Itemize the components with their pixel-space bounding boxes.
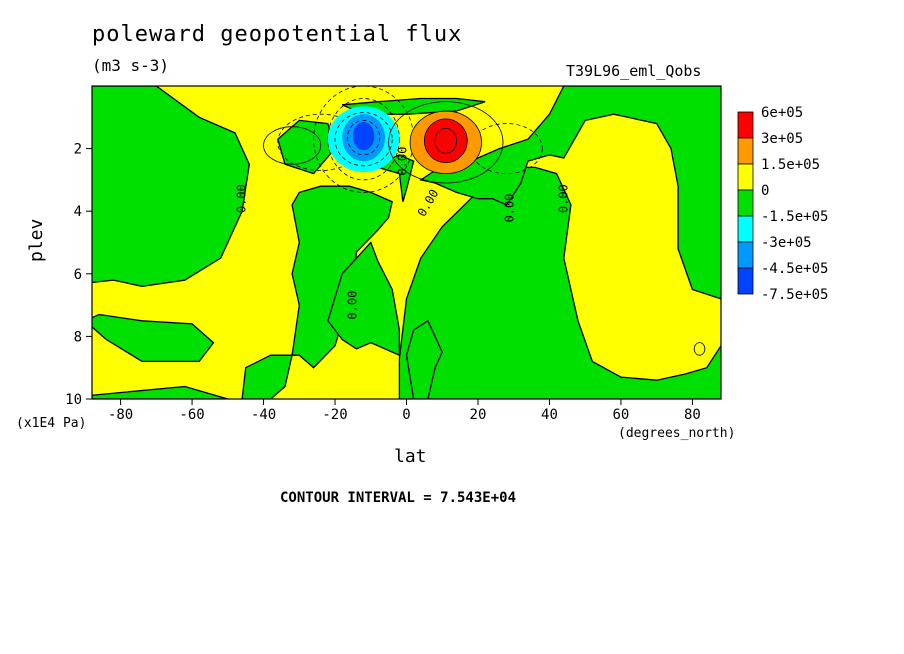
negative-core-contour-2 bbox=[347, 120, 381, 156]
legend-label-5: -1.5e+05 bbox=[761, 209, 828, 225]
x-tick-label: 20 bbox=[470, 407, 487, 423]
zero-contour-label-1: 0.00 bbox=[235, 184, 249, 213]
x-tick-label: 80 bbox=[684, 407, 701, 423]
y-tick-label: 2 bbox=[74, 142, 82, 158]
legend-swatch-3 bbox=[737, 163, 754, 191]
negative-region-4 bbox=[241, 185, 393, 399]
x-axis-label: lat bbox=[394, 446, 427, 467]
x-tick-label: 60 bbox=[613, 407, 630, 423]
positive-core-contour bbox=[434, 127, 457, 154]
legend-label-1: 6e+05 bbox=[761, 105, 803, 121]
legend-swatch-4 bbox=[737, 189, 754, 217]
negative-core-contour-1 bbox=[334, 112, 393, 167]
legend-label-7: -4.5e+05 bbox=[761, 261, 828, 277]
chart-units: (m3 s-3) bbox=[92, 56, 170, 75]
chart-title: poleward geopotential flux bbox=[92, 22, 463, 47]
legend-label-4: 0 bbox=[761, 183, 769, 199]
legend-label-8: -7.5e+05 bbox=[761, 287, 828, 303]
negative-core-blue bbox=[352, 121, 375, 151]
y-tick-label: 6 bbox=[74, 267, 82, 283]
x-axis-unit: (degrees_north) bbox=[618, 426, 736, 441]
negative-region-7 bbox=[405, 319, 443, 399]
zero-contour-label-5: 0.00 bbox=[503, 194, 517, 223]
legend-swatch-6 bbox=[737, 241, 754, 269]
y-tick-label: 8 bbox=[74, 329, 82, 345]
y-axis-label: plev bbox=[26, 218, 47, 262]
negative-region-3 bbox=[92, 385, 228, 399]
x-tick-label: 0 bbox=[402, 407, 410, 423]
y-tick-label: 4 bbox=[74, 204, 82, 220]
positive-core-red bbox=[423, 118, 468, 164]
x-tick-label: -80 bbox=[108, 407, 133, 423]
y-axis-unit: (x1E4 Pa) bbox=[16, 416, 87, 431]
legend-swatch-7 bbox=[737, 267, 754, 295]
contour-interval: CONTOUR INTERVAL = 7.543E+04 bbox=[280, 490, 517, 506]
legend-label-3: 1.5e+05 bbox=[761, 157, 820, 173]
legend-swatch-1 bbox=[737, 111, 754, 139]
zero-contour-label-6: 0.00 bbox=[556, 184, 570, 213]
legend-label-2: 3e+05 bbox=[761, 131, 803, 147]
run-name: T39L96_eml_Qobs bbox=[566, 62, 702, 80]
negative-contour-5 bbox=[470, 123, 543, 175]
positive-contour-small-2 bbox=[693, 342, 706, 356]
plot-field: 0.000.000.000.00 0.00 0.00 bbox=[92, 86, 721, 399]
zero-contour-label-2: 0.00 bbox=[345, 291, 359, 320]
negative-region-9 bbox=[419, 86, 721, 300]
x-tick-label: -20 bbox=[322, 407, 347, 423]
legend-label-6: -3e+05 bbox=[761, 235, 812, 251]
y-tick-label: 10 bbox=[65, 392, 82, 408]
positive-contour-outer bbox=[388, 101, 504, 184]
negative-region-6 bbox=[398, 166, 721, 399]
x-tick-label: 40 bbox=[541, 407, 558, 423]
negative-region-1 bbox=[92, 86, 250, 287]
legend-swatch-5 bbox=[737, 215, 754, 243]
x-tick-label: -60 bbox=[179, 407, 204, 423]
positive-contour-small-1 bbox=[263, 126, 322, 165]
negative-region-5 bbox=[327, 241, 401, 357]
zero-contour-label-3: 0.00 bbox=[396, 147, 410, 176]
negative-region-2 bbox=[92, 313, 215, 363]
x-tick-label: -40 bbox=[251, 407, 276, 423]
legend-swatch-2 bbox=[737, 137, 754, 165]
